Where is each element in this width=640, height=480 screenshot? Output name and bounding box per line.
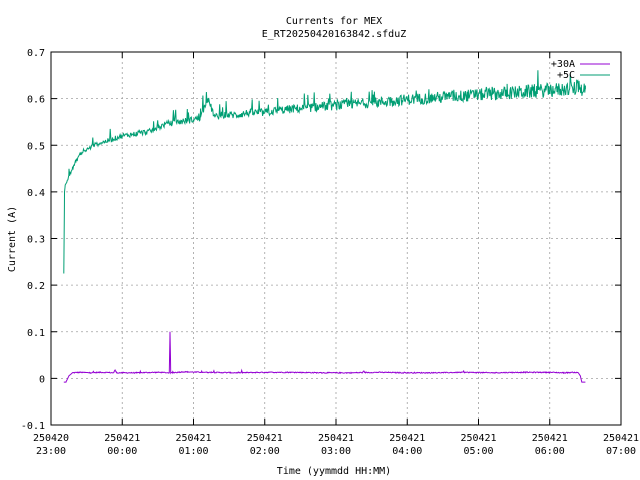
legend-label: +30A	[551, 59, 575, 70]
y-tick-label: 0.3	[27, 235, 45, 246]
series-line-plus30a	[63, 331, 586, 383]
grid-lines	[51, 52, 621, 425]
x-tick-label-date: 250421	[104, 433, 140, 444]
y-axis-label: Current (A)	[7, 206, 18, 272]
x-tick-label-time: 03:00	[321, 446, 351, 457]
y-tick-label: 0.5	[27, 141, 45, 152]
chart-subtitle: E_RT20250420163842.sfduZ	[262, 29, 407, 40]
x-tick-label-time: 00:00	[107, 446, 137, 457]
x-tick-label-time: 06:00	[535, 446, 565, 457]
x-tick-label-time: 04:00	[392, 446, 422, 457]
x-tick-label-date: 250421	[175, 433, 211, 444]
legend: +30A+5C	[551, 59, 610, 81]
x-tick-label-date: 250421	[532, 433, 568, 444]
x-tick-label-date: 250421	[603, 433, 639, 444]
series-line-plus5c	[63, 70, 586, 274]
legend-label: +5C	[557, 70, 575, 81]
y-tick-label: 0.1	[27, 328, 45, 339]
x-tick-label-time: 02:00	[250, 446, 280, 457]
x-tick-label-time: 05:00	[463, 446, 493, 457]
y-tick-label: 0.4	[27, 188, 45, 199]
x-tick-label-date: 250420	[33, 433, 69, 444]
x-tick-label-date: 250421	[460, 433, 496, 444]
y-tick-label: 0.6	[27, 95, 45, 106]
y-tick-labels: -0.1 0 0.1 0.2 0.3 0.4 0.5 0.6 0.7	[21, 48, 45, 432]
x-tick-label-date: 250421	[247, 433, 283, 444]
y-tick-label: 0.2	[27, 281, 45, 292]
x-tick-label-time: 01:00	[178, 446, 208, 457]
chart-title: Currents for MEX	[286, 16, 382, 27]
y-tick-label: 0.7	[27, 48, 45, 59]
plot-series	[63, 70, 586, 383]
y-tick-label: 0	[39, 374, 45, 385]
x-tick-label-date: 250421	[389, 433, 425, 444]
x-tick-labels: 250420 23:00 250421 00:00 250421 01:00 250421 0…	[33, 433, 639, 457]
x-tick-label-time: 23:00	[36, 446, 66, 457]
axis-ticks	[50, 51, 622, 426]
y-tick-label: -0.1	[21, 421, 45, 432]
x-tick-label-time: 07:00	[606, 446, 636, 457]
x-axis-label: Time (yymmdd HH:MM)	[277, 466, 391, 477]
x-tick-label-date: 250421	[318, 433, 354, 444]
